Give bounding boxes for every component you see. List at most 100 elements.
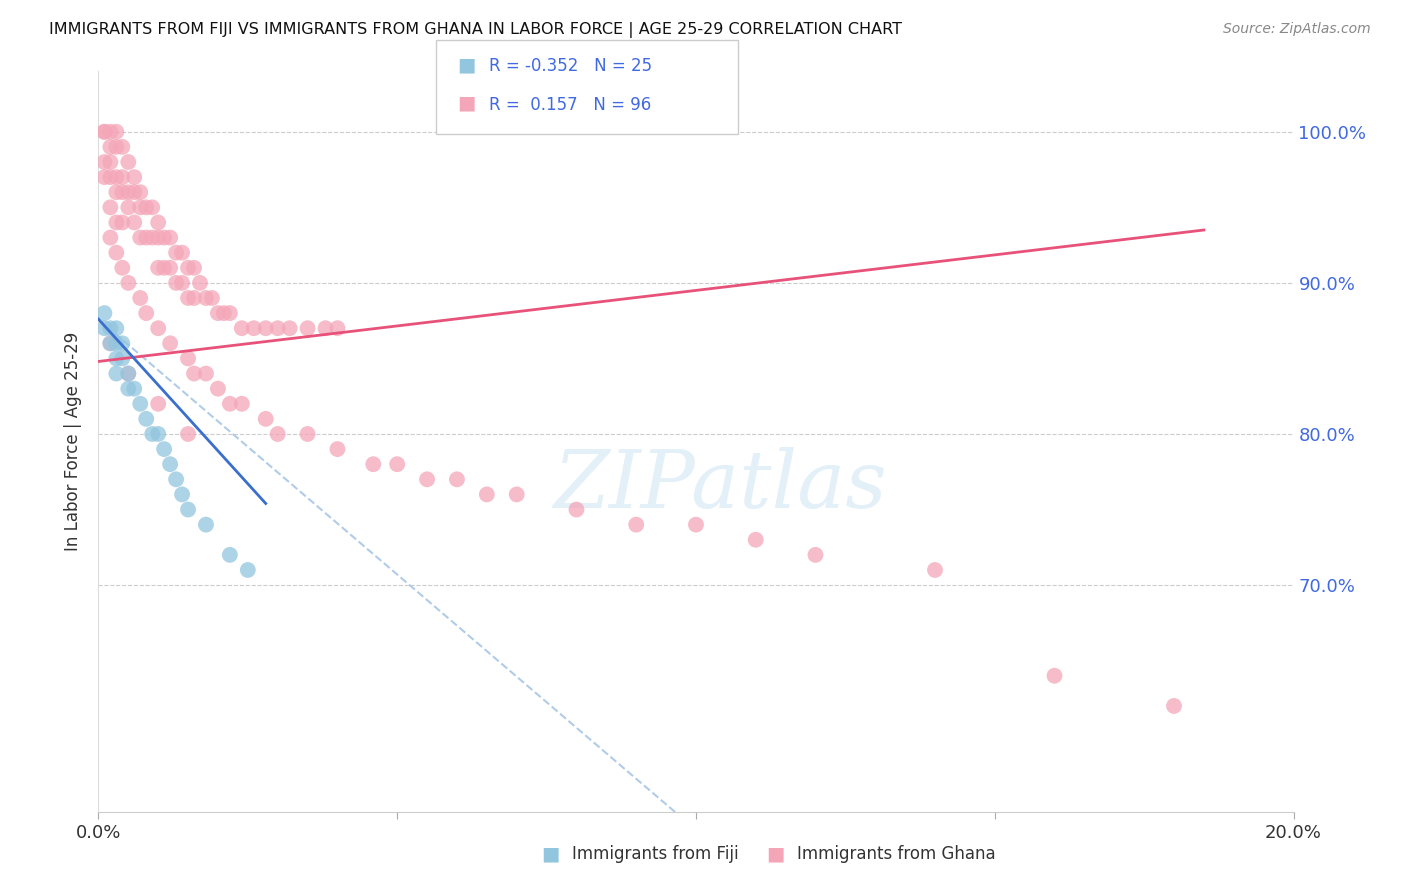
Point [159, 457, 181, 471]
Point [326, 442, 349, 456]
Point [98, 140, 122, 154]
Point [93, 170, 115, 185]
Point [267, 321, 290, 335]
Text: ■: ■ [766, 845, 785, 863]
Point [231, 397, 253, 411]
Point [416, 472, 439, 486]
Point [98, 155, 122, 169]
Point [254, 321, 277, 335]
Point [195, 291, 218, 305]
Point [148, 397, 170, 411]
Point [153, 442, 176, 456]
Point [129, 230, 152, 244]
Point [93, 125, 115, 139]
Y-axis label: In Labor Force | Age 25-29: In Labor Force | Age 25-29 [65, 332, 83, 551]
Point [446, 472, 468, 486]
Point [111, 336, 134, 351]
Point [172, 487, 194, 501]
Point [129, 291, 152, 305]
Point [129, 186, 152, 200]
Point [183, 291, 205, 305]
Point [183, 260, 205, 275]
Point [363, 457, 385, 471]
Point [135, 412, 157, 426]
Point [98, 321, 122, 335]
Point [172, 276, 194, 290]
Point [195, 517, 218, 532]
Point [117, 155, 139, 169]
Point [475, 487, 498, 501]
Point [93, 155, 115, 169]
Point [1043, 669, 1066, 683]
Point [98, 230, 122, 244]
Text: ■: ■ [457, 55, 475, 74]
Point [124, 186, 146, 200]
Point [165, 276, 187, 290]
Point [93, 321, 115, 335]
Point [105, 351, 128, 366]
Point [148, 230, 170, 244]
Point [105, 367, 128, 381]
Point [105, 125, 128, 139]
Point [129, 397, 152, 411]
Point [98, 125, 122, 139]
Point [183, 367, 205, 381]
Point [745, 533, 768, 547]
Point [243, 321, 266, 335]
Text: ZIPatlas: ZIPatlas [553, 447, 887, 524]
Point [124, 382, 146, 396]
Point [117, 276, 139, 290]
Point [165, 472, 187, 486]
Point [177, 502, 200, 516]
Point [117, 367, 139, 381]
Text: R =  0.157   N = 96: R = 0.157 N = 96 [489, 95, 651, 113]
Point [111, 170, 134, 185]
Point [98, 336, 122, 351]
Point [98, 170, 122, 185]
Point [172, 245, 194, 260]
Point [278, 321, 301, 335]
Point [111, 140, 134, 154]
Point [685, 517, 707, 532]
Text: ■: ■ [541, 845, 560, 863]
Point [236, 563, 259, 577]
Point [385, 457, 409, 471]
Text: R = -0.352   N = 25: R = -0.352 N = 25 [489, 57, 652, 75]
Point [148, 215, 170, 229]
Point [105, 140, 128, 154]
Point [219, 548, 242, 562]
Point [201, 291, 224, 305]
Point [219, 397, 242, 411]
Point [924, 563, 946, 577]
Point [111, 351, 134, 366]
Point [506, 487, 529, 501]
Point [105, 186, 128, 200]
Point [117, 186, 139, 200]
Point [98, 200, 122, 214]
Point [93, 306, 115, 320]
Point [315, 321, 337, 335]
Point [117, 200, 139, 214]
Point [1163, 698, 1185, 713]
Point [159, 260, 181, 275]
Point [124, 170, 146, 185]
Text: Immigrants from Ghana: Immigrants from Ghana [797, 845, 995, 863]
Point [326, 321, 349, 335]
Point [117, 382, 139, 396]
Point [212, 306, 235, 320]
Text: Source: ZipAtlas.com: Source: ZipAtlas.com [1223, 22, 1371, 37]
Point [105, 215, 128, 229]
Point [135, 200, 157, 214]
Text: ■: ■ [457, 94, 475, 112]
Text: IMMIGRANTS FROM FIJI VS IMMIGRANTS FROM GHANA IN LABOR FORCE | AGE 25-29 CORRELA: IMMIGRANTS FROM FIJI VS IMMIGRANTS FROM … [49, 22, 903, 38]
Point [165, 245, 187, 260]
Point [153, 230, 176, 244]
Point [297, 427, 319, 442]
Point [141, 230, 163, 244]
Point [105, 336, 128, 351]
Point [159, 336, 181, 351]
Point [111, 215, 134, 229]
Point [129, 200, 152, 214]
Point [804, 548, 827, 562]
Point [177, 427, 200, 442]
